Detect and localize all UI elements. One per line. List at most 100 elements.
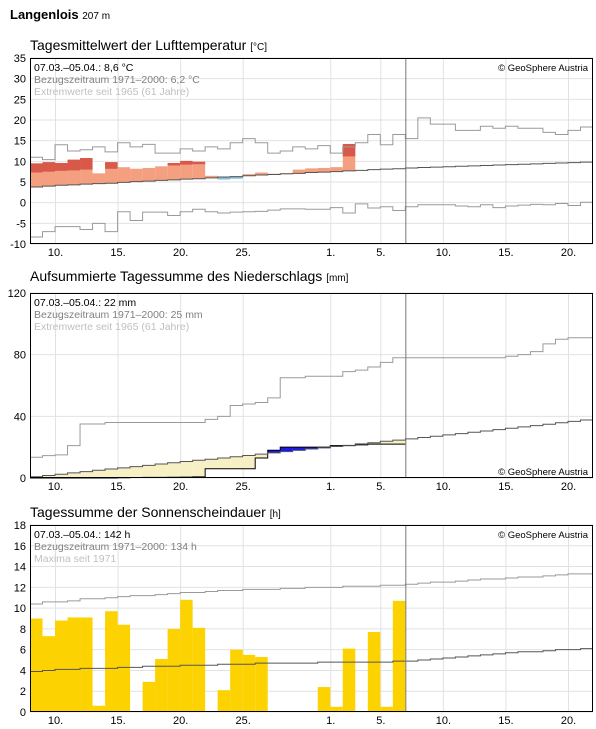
precipitation-unit: [mm] [326,273,349,284]
precip-diff-bar [42,475,56,478]
y-tick-label: 25 [14,94,26,106]
temp-anomaly-bar [330,167,343,172]
x-tick-label: 1. [326,247,335,259]
y-tick-label: 10 [14,156,26,168]
y-tick-label: 0 [20,198,26,210]
temp-anomaly-bar [230,176,243,179]
legend-reference: Bezugszeitraum 1971–2000: 6,2 °C [34,74,200,86]
x-tick-label: 20. [561,715,576,727]
temp-extreme-bar [167,162,181,166]
x-tick-label: 15. [498,481,513,493]
temp-anomaly-bar [130,168,143,182]
sunshine-title-text: Tagessumme der Sonnenscheindauer [30,504,266,520]
precipitation-title-text: Aufsummierte Tagessumme des Niederschlag… [30,268,323,284]
plot-frame [30,58,593,244]
copyright-label: © GeoSphere Austria [498,63,589,74]
precip-diff-bar [142,465,156,478]
y-tick-label: 5 [20,177,26,189]
x-tick-label: 5. [376,481,385,493]
precip-diff-bar [192,460,206,477]
temp-extreme-bar [42,162,56,172]
temp-anomaly-bar [117,167,131,183]
precip-surplus-bar [292,447,306,451]
y-tick-label: 80 [14,350,26,362]
sunshine-bar [367,632,381,712]
sunshine-bar [242,654,256,712]
temp-anomaly-bar [305,168,318,173]
legend-extremes: Maxima seit 1971 [34,553,116,565]
sunshine-bar [192,627,206,712]
temp-anomaly-bar [180,160,193,180]
x-tick-label: 10. [48,481,63,493]
precip-diff-bar [217,457,231,469]
temp-anomaly-bar [217,177,231,180]
x-tick-label: 15. [110,481,125,493]
precip-diff-bar [242,455,256,469]
temp-anomaly-bar [255,172,268,175]
precip-diff-bar [105,469,118,478]
y-tick-label: 12 [14,582,26,594]
temp-anomaly-bar [155,166,168,181]
x-tick-label: 1. [326,715,335,727]
temp-anomaly-bar [92,173,106,184]
sunshine-unit: [h] [269,509,281,520]
sunshine-bar [317,687,331,712]
temp-anomaly-bar [205,175,218,178]
temperature-unit: [°C] [250,42,267,53]
sunshine-bar [255,656,268,712]
x-tick-label: 25. [236,247,251,259]
y-tick-label: 20 [14,115,26,127]
sunshine-bar [342,648,356,712]
x-tick-label: 15. [498,715,513,727]
legend-current: 07.03.–05.04.: 8,6 °C [34,62,134,74]
temperature-title-text: Tagesmittelwert der Lufttemperatur [30,37,247,53]
precip-diff-bar [230,456,243,469]
x-tick-label: 10. [436,247,451,259]
temp-extreme-bar [67,159,81,171]
sunshine-chart-title: Tagessumme der Sonnenscheindauer [h] [30,504,281,520]
sunshine-bar [30,618,43,712]
sunshine-bar [380,706,393,712]
y-tick-label: 35 [14,53,26,65]
temp-extreme-bar [180,160,193,165]
sunshine-bar [155,659,168,712]
temp-anomaly-bar [242,174,256,176]
sunshine-bar [92,705,106,712]
y-tick-label: 4 [20,665,26,677]
y-tick-label: 16 [14,541,26,553]
temp-extreme-bar [80,158,93,170]
station-header: Langenlois 207 m [10,7,110,22]
y-tick-label: 40 [14,411,26,423]
sunshine-bar [142,681,156,712]
temp-anomaly-bar [167,162,181,180]
precip-diff-bar [67,472,81,478]
x-tick-label: 20. [173,481,188,493]
copyright-label: © GeoSphere Austria [498,467,589,478]
temp-extreme-bar [105,162,118,169]
x-tick-label: 10. [48,715,63,727]
sunshine-mean-line [30,648,593,672]
precip-diff-bar [180,461,193,478]
legend-current: 07.03.–05.04.: 142 h [34,529,130,541]
sunshine-bar [180,599,193,712]
precip-diff-bar [255,454,268,458]
sunshine-chart: 0 2 4 6 8 10 12 14 16 18 10. 15. 20. 25. 1. 5. 10. 15. 20.… [14,520,593,727]
sunshine-bar [392,600,406,712]
precip-diff-bar [205,459,218,469]
sunshine-bar [117,624,131,712]
x-tick-label: 15. [498,247,513,259]
precip-diff-bar [380,441,393,445]
precip-mean-line [30,419,593,478]
precip-diff-bar [155,463,168,478]
sunshine-bar [330,706,343,712]
temp-extreme-bar [55,162,68,171]
x-tick-label: 15. [110,715,125,727]
temp-extreme-bar [192,161,206,165]
temp-max-line [30,117,593,161]
sunshine-bar [105,611,118,712]
precip-diff-bar [392,440,406,445]
x-tick-label: 15. [110,247,125,259]
temp-anomaly-bar [142,167,156,182]
precipitation-chart: 0 40 80 120 10. 15. 20. 25. 1. 5. 10. 15. 20. 07.03.–… [8,288,593,493]
x-tick-label: 1. [326,481,335,493]
